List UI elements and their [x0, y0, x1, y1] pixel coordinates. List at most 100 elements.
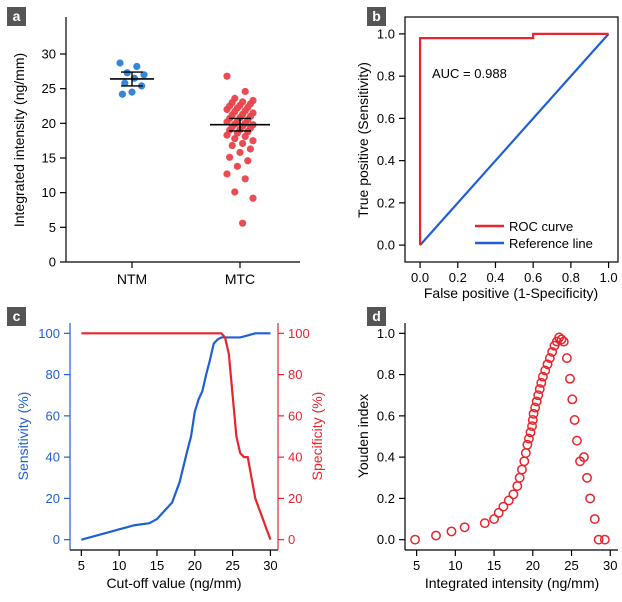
panel-a-point-mtc — [241, 132, 249, 141]
panel-a-y-tick-label: 10 — [42, 185, 56, 200]
panel-a-point-mtc — [239, 219, 247, 227]
panel-a-y-tick-label: 5 — [49, 220, 56, 235]
panel-d-y-tick-label: 0.4 — [377, 450, 395, 465]
panel-b-y-tick-label: 0.0 — [377, 238, 395, 253]
panel-d-point — [512, 481, 523, 491]
panel-d-x-tick-label: 25 — [564, 558, 578, 573]
panel-b-x-tick-label: 0.8 — [562, 270, 580, 285]
panel-d-point — [527, 415, 538, 425]
panel-d-point — [561, 353, 572, 364]
legend-reference-label: Reference line — [509, 236, 593, 251]
panel-a-point-mtc — [223, 72, 231, 80]
panel-a-y-tick-label: 0 — [49, 255, 56, 270]
panel-d-point — [493, 507, 504, 518]
panel-d-y-tick-label: 0.0 — [377, 532, 395, 547]
legend-roc-label: ROC curve — [509, 219, 573, 234]
panel-d-point — [528, 408, 539, 419]
panel-d-point — [514, 472, 525, 483]
panel-a-point-mtc — [226, 153, 234, 161]
panel-c-left-label: Sensitivity (%) — [15, 392, 31, 481]
panel-d-point — [556, 334, 567, 345]
panel-d-chart: Integrated intensity (ng/mm) Youden inde… — [355, 323, 618, 591]
panel-c-chart: Cut-off value (ng/mm) Sensitivity (%) Sp… — [15, 323, 325, 591]
panel-d-point — [558, 336, 569, 347]
panel-c-label: c — [7, 307, 26, 326]
svg-text:c: c — [13, 308, 21, 324]
panel-b-roc-curve — [418, 32, 609, 246]
panel-b-x-label: False positive (1-Specificity) — [424, 285, 598, 301]
panel-a-label: a — [7, 7, 26, 26]
panel-b-x-tick-label: 0.0 — [411, 270, 429, 285]
panel-d-label: d — [367, 307, 386, 326]
panel-d-point — [519, 456, 530, 467]
panel-c-right-label: Specificity (%) — [309, 392, 325, 481]
panel-c-right-tick-label: 0 — [288, 532, 295, 547]
panel-a-y-tick-label: 25 — [42, 81, 56, 96]
panel-b-y-tick-label: 0.4 — [377, 153, 395, 168]
panel-b-x-tick-label: 0.4 — [486, 270, 504, 285]
panel-c-left-tick-label: 0 — [53, 532, 60, 547]
panel-c-x-tick-label: 15 — [150, 558, 164, 573]
panel-a-category-mtc: MTC — [225, 271, 255, 287]
panel-a-y-tick-label: 20 — [42, 116, 56, 131]
panel-c-x-tick-label: 25 — [225, 558, 239, 573]
panel-b-label: b — [367, 7, 386, 26]
panel-d-y-label: Youden index — [355, 394, 371, 478]
panel-d-point — [431, 530, 441, 541]
panel-a-point-mtc — [223, 170, 231, 178]
panel-a-category-ntm: NTM — [117, 271, 147, 287]
panel-c-x-label: Cut-off value (ng/mm) — [106, 575, 241, 591]
panel-a-point-ntm — [133, 62, 141, 71]
panel-d-x-tick-label: 5 — [413, 558, 420, 573]
panel-d-point — [540, 365, 551, 376]
panel-d-point — [542, 359, 553, 370]
panel-a-point-mtc — [246, 145, 254, 153]
panel-b-reference-line — [419, 33, 610, 246]
panel-d-point — [520, 448, 531, 458]
panel-b-x-tick-label: 0.6 — [524, 270, 542, 285]
panel-b-y-tick-label: 1.0 — [377, 26, 395, 41]
svg-text:d: d — [372, 308, 381, 324]
panel-d-x-label: Integrated intensity (ng/mm) — [425, 575, 599, 591]
panel-b-auc-annotation: AUC = 0.988 — [432, 66, 507, 81]
panel-c-right-tick-label: 60 — [288, 408, 302, 423]
panel-d-point — [582, 472, 592, 483]
panel-d-point — [578, 452, 589, 463]
panel-a-point-mtc — [228, 141, 236, 150]
panel-c-x-tick-label: 5 — [78, 558, 85, 573]
panel-a-y-tick-label: 15 — [42, 151, 56, 166]
panel-c-left-tick-label: 100 — [38, 326, 60, 341]
panel-b-x-tick-label: 1.0 — [600, 270, 618, 285]
panel-c-left-tick-label: 20 — [46, 491, 60, 506]
panel-b-legend: ROC curve Reference line — [475, 219, 593, 251]
panel-d-y-tick-label: 0.6 — [377, 408, 395, 423]
panel-a-point-ntm — [118, 90, 126, 98]
panel-d-point — [459, 522, 470, 533]
panel-c-left-tick-label: 40 — [46, 450, 60, 465]
panel-a-y-label: Integrated intensity (ng/mm) — [11, 53, 27, 227]
panel-d-point — [479, 518, 490, 529]
panel-d-point — [593, 534, 604, 545]
svg-text:b: b — [372, 8, 381, 24]
panel-d-x-tick-label: 30 — [603, 558, 617, 573]
panel-d-point — [527, 421, 537, 432]
panel-c-sensitivity-line — [81, 332, 271, 541]
panel-c-right-tick-label: 20 — [288, 491, 302, 506]
panel-c-right-tick-label: 100 — [288, 326, 310, 341]
panel-c-specificity-line — [81, 332, 272, 541]
panel-a-y-tick-label: 30 — [42, 47, 56, 62]
panel-d-point — [547, 346, 558, 357]
panel-d-point — [536, 377, 547, 388]
panel-d-point — [517, 464, 527, 475]
panel-d-y-tick-label: 0.8 — [377, 367, 395, 382]
panel-c-right-tick-label: 80 — [288, 367, 302, 382]
panel-a-point-mtc — [249, 194, 257, 202]
panel-d-point — [503, 495, 514, 506]
panel-d-x-tick-label: 20 — [526, 558, 540, 573]
panel-c-x-tick-label: 30 — [263, 558, 277, 573]
panel-a-point-ntm — [116, 59, 124, 67]
panel-d-x-tick-label: 10 — [448, 558, 462, 573]
panel-d-point — [530, 402, 541, 413]
panel-a-point-mtc — [223, 118, 231, 126]
